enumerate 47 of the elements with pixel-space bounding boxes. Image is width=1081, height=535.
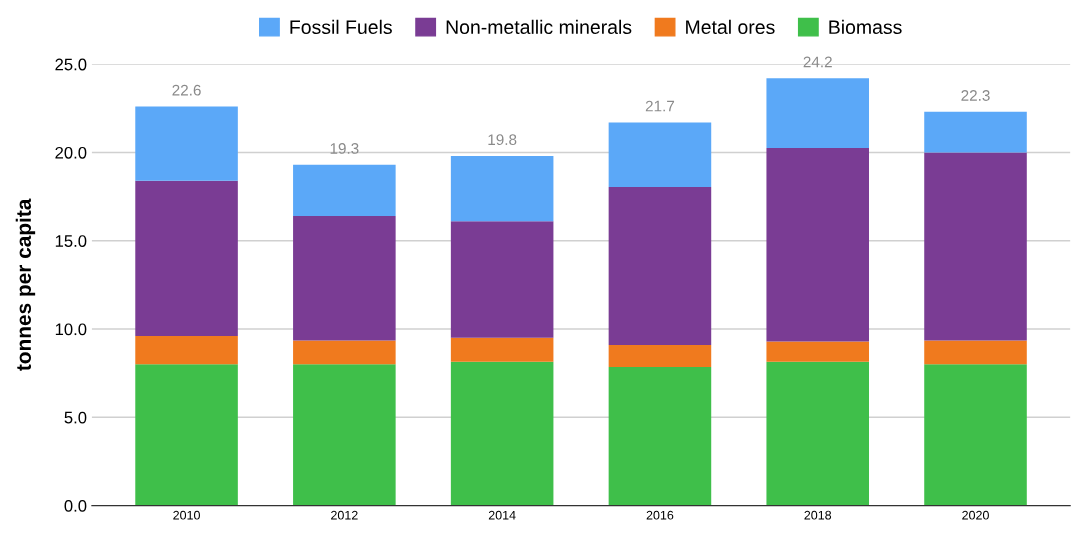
- bar: [924, 111, 1027, 153]
- bar: [450, 221, 554, 338]
- y-tick-label: 25.0: [55, 58, 87, 71]
- bar: [135, 336, 238, 365]
- bar: [608, 344, 712, 367]
- y-tick-label: 20.0: [55, 146, 87, 159]
- y-tick-label: 5.0: [64, 411, 87, 424]
- legend-label: Metal ores: [686, 19, 775, 35]
- x-tick-label: 2018: [804, 510, 832, 520]
- x-tick-label: 2014: [488, 510, 516, 520]
- bar: [924, 364, 1027, 506]
- bar: [766, 361, 870, 506]
- y-tick-label: 0.0: [64, 499, 87, 512]
- total-label: 24.2: [803, 56, 832, 68]
- total-label: 21.7: [645, 100, 675, 112]
- y-tick-label: 10.0: [55, 323, 87, 336]
- x-tick-label: 2020: [962, 510, 989, 520]
- bar: [135, 106, 238, 181]
- bar: [766, 341, 870, 362]
- bar: [450, 156, 554, 222]
- legend-label: Fossil Fuels: [290, 19, 392, 35]
- legend-label: Non-metallic minerals: [446, 19, 632, 35]
- total-label: 22.3: [961, 90, 990, 101]
- bar: [293, 364, 396, 506]
- bar: [608, 186, 712, 345]
- bar: [450, 337, 554, 362]
- bar: [924, 340, 1027, 365]
- bar: [924, 152, 1027, 341]
- bar: [293, 216, 396, 341]
- bar: [135, 364, 238, 506]
- legend-label: Biomass: [829, 19, 902, 35]
- bar: [608, 366, 712, 506]
- bar: [293, 340, 396, 365]
- x-tick-label: 2010: [173, 510, 200, 520]
- bar: [450, 361, 554, 506]
- bar: [766, 78, 870, 149]
- bar: [608, 122, 712, 187]
- bar: [293, 164, 396, 217]
- y-tick-label: 15.0: [55, 235, 87, 247]
- bar: [135, 180, 238, 337]
- total-label: 19.3: [330, 143, 359, 154]
- x-tick-label: 2012: [331, 510, 358, 520]
- bar: [766, 148, 870, 342]
- total-label: 19.8: [488, 134, 517, 146]
- x-tick-label: 2016: [646, 510, 674, 520]
- y-axis-title: tonnes per capita: [15, 198, 36, 371]
- total-label: 22.6: [172, 84, 201, 96]
